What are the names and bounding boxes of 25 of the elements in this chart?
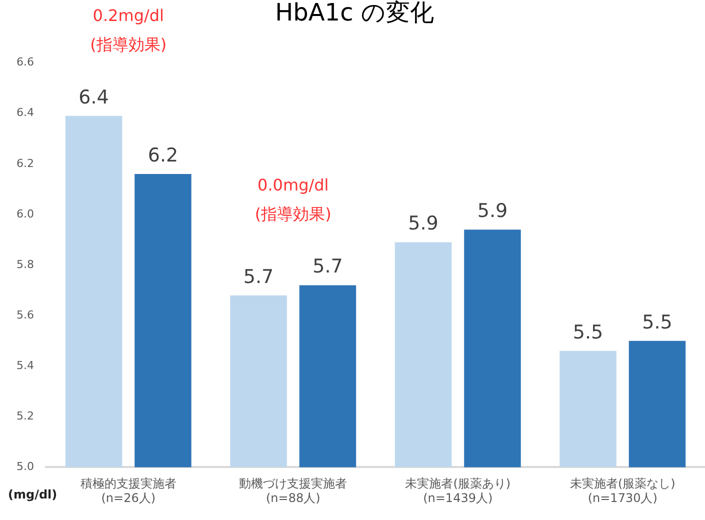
y-tick-label: 6.2 — [16, 156, 34, 170]
x-tick-label: 積極的支援実施者 (n=26人) — [80, 476, 176, 505]
y-tick-label: 6.0 — [16, 207, 34, 220]
y-axis-title: (mg/dl) — [8, 487, 58, 502]
y-tick-label: 5.8 — [16, 258, 34, 271]
x-tick-label: 未実施者(服薬あり) (n=1439人) — [405, 476, 511, 505]
x-tick-label: 動機づけ支援実施者 (n=88人) — [239, 476, 348, 505]
chart-title: HbA1c の変化 — [275, 0, 434, 27]
y-tick-label: 5.0 — [16, 460, 34, 474]
y-tick-label: 5.6 — [16, 308, 34, 322]
x-tick-label: 未実施者(服薬なし) (n=1730人) — [570, 476, 676, 505]
data-label: 5.7 — [243, 266, 274, 288]
data-label: 6.4 — [78, 86, 109, 108]
annotation: 0.0mg/dl (指導効果) — [254, 175, 332, 224]
data-label: 5.5 — [572, 321, 604, 344]
y-tick-label: 5.4 — [16, 358, 34, 372]
data-label: 5.7 — [312, 256, 343, 278]
data-label: 5.5 — [642, 311, 672, 334]
y-tick-label: 5.2 — [16, 410, 34, 423]
y-tick-label: 6.4 — [16, 106, 34, 120]
data-label: 5.9 — [477, 200, 508, 222]
y-tick-label: 6.6 — [16, 56, 34, 69]
text: 0.2mg/dl (指導効果) — [90, 6, 167, 54]
data-label: 6.2 — [148, 144, 178, 166]
data-label: 5.9 — [408, 212, 438, 235]
